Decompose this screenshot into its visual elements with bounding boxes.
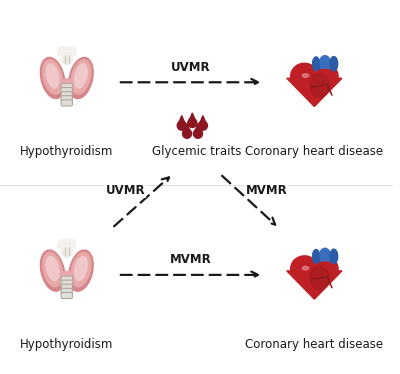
Text: MVMR: MVMR: [246, 184, 288, 197]
Ellipse shape: [71, 252, 91, 287]
Ellipse shape: [58, 240, 62, 248]
Ellipse shape: [62, 272, 72, 278]
Text: Coronary heart disease: Coronary heart disease: [245, 338, 384, 350]
Polygon shape: [190, 113, 195, 119]
Ellipse shape: [182, 129, 192, 138]
Ellipse shape: [71, 47, 76, 55]
FancyBboxPatch shape: [61, 96, 72, 102]
Ellipse shape: [302, 266, 309, 270]
Ellipse shape: [71, 240, 76, 248]
FancyBboxPatch shape: [61, 88, 72, 94]
Ellipse shape: [71, 240, 76, 248]
Text: Hypothyroidism: Hypothyroidism: [20, 145, 114, 158]
Ellipse shape: [177, 121, 186, 130]
Ellipse shape: [58, 47, 62, 55]
Ellipse shape: [302, 74, 309, 77]
Ellipse shape: [61, 245, 72, 257]
FancyBboxPatch shape: [61, 288, 72, 294]
Ellipse shape: [69, 250, 93, 291]
Ellipse shape: [46, 64, 59, 88]
Ellipse shape: [71, 47, 76, 55]
Ellipse shape: [198, 121, 208, 130]
FancyBboxPatch shape: [61, 92, 72, 98]
Ellipse shape: [330, 56, 338, 71]
Ellipse shape: [68, 239, 71, 248]
Ellipse shape: [74, 64, 88, 88]
Ellipse shape: [194, 129, 202, 138]
Ellipse shape: [58, 47, 62, 55]
Polygon shape: [184, 124, 190, 130]
Polygon shape: [287, 271, 342, 299]
Ellipse shape: [69, 58, 93, 99]
Ellipse shape: [62, 239, 66, 248]
Ellipse shape: [71, 60, 91, 94]
Text: UVMR: UVMR: [171, 61, 210, 74]
Ellipse shape: [62, 47, 66, 55]
Polygon shape: [287, 78, 342, 107]
Ellipse shape: [188, 118, 197, 128]
Ellipse shape: [62, 47, 66, 55]
Ellipse shape: [43, 252, 62, 287]
Ellipse shape: [46, 256, 59, 280]
Ellipse shape: [64, 56, 70, 64]
Text: Coronary heart disease: Coronary heart disease: [245, 145, 384, 158]
Ellipse shape: [310, 63, 338, 89]
Polygon shape: [200, 116, 206, 122]
FancyBboxPatch shape: [313, 60, 337, 68]
Text: UVMR: UVMR: [106, 184, 146, 197]
FancyBboxPatch shape: [61, 284, 72, 291]
Ellipse shape: [62, 79, 72, 86]
Polygon shape: [179, 116, 184, 122]
Ellipse shape: [320, 56, 330, 67]
Text: MVMR: MVMR: [170, 254, 212, 266]
Ellipse shape: [320, 248, 330, 260]
Ellipse shape: [291, 63, 318, 89]
Ellipse shape: [310, 256, 338, 282]
FancyBboxPatch shape: [313, 252, 337, 261]
Text: Hypothyroidism: Hypothyroidism: [20, 338, 114, 350]
Ellipse shape: [312, 57, 320, 71]
Ellipse shape: [310, 267, 329, 290]
Ellipse shape: [330, 249, 338, 264]
FancyBboxPatch shape: [61, 100, 72, 106]
Ellipse shape: [40, 58, 65, 99]
Polygon shape: [195, 124, 201, 130]
FancyBboxPatch shape: [61, 83, 72, 90]
Ellipse shape: [43, 60, 62, 94]
Ellipse shape: [61, 52, 72, 64]
Ellipse shape: [62, 239, 66, 248]
FancyBboxPatch shape: [61, 292, 72, 298]
Ellipse shape: [291, 256, 318, 282]
Ellipse shape: [310, 74, 329, 97]
Ellipse shape: [68, 47, 71, 55]
Ellipse shape: [68, 47, 71, 55]
Ellipse shape: [64, 249, 70, 257]
Ellipse shape: [312, 249, 320, 263]
FancyBboxPatch shape: [61, 280, 72, 286]
Ellipse shape: [58, 240, 62, 248]
Ellipse shape: [74, 256, 88, 280]
Ellipse shape: [68, 239, 71, 248]
FancyBboxPatch shape: [61, 276, 72, 282]
Text: Glycemic traits: Glycemic traits: [152, 145, 241, 158]
Ellipse shape: [40, 250, 65, 291]
